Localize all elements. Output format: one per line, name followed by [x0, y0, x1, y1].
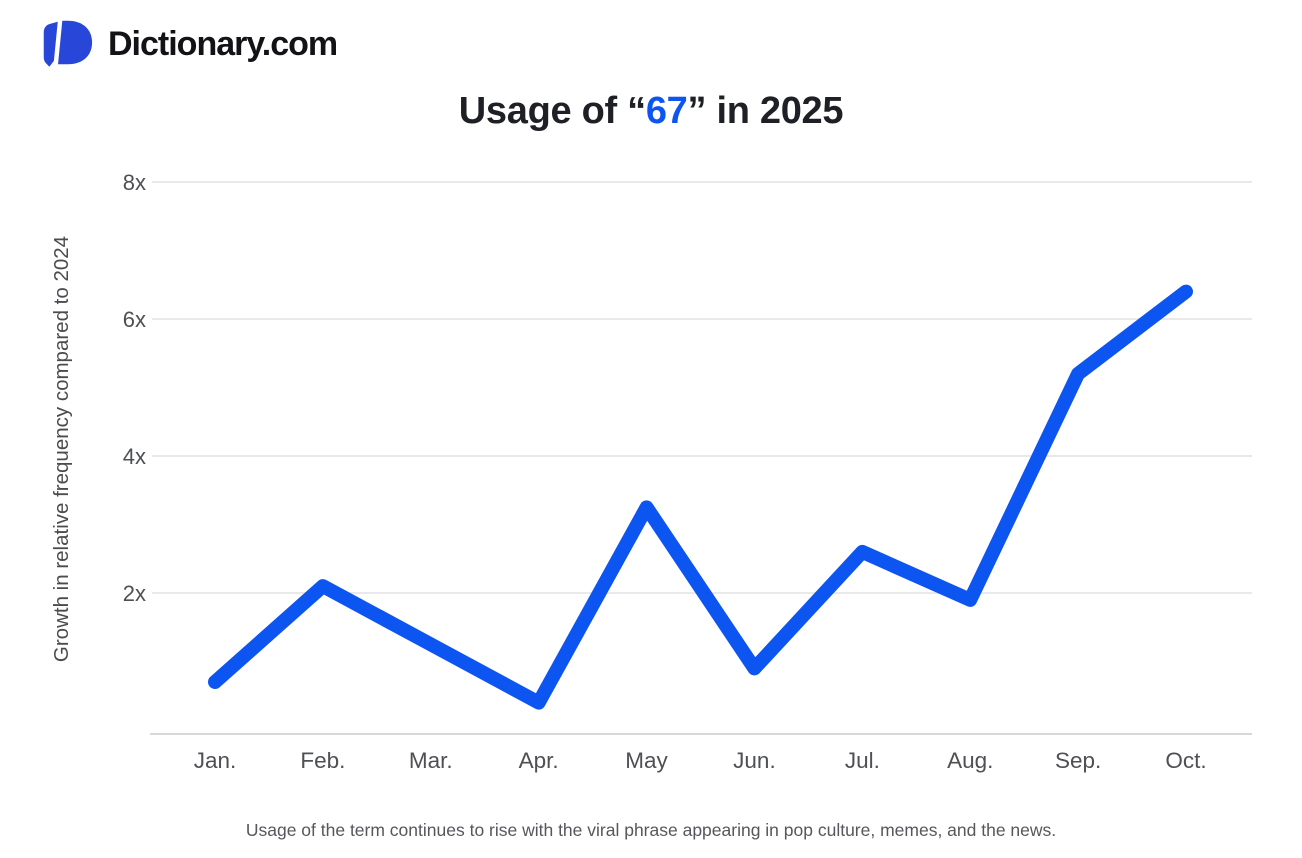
logo-wordmark: Dictionary.com: [108, 24, 338, 63]
chart-title-term: 67: [645, 90, 688, 132]
x-tick-label: Feb.: [300, 748, 345, 773]
chart-title-prefix: Usage of “: [458, 90, 646, 132]
y-tick-label: 2x: [123, 581, 146, 606]
dictionary-d-icon: [43, 20, 93, 67]
x-tick-label: Jan.: [194, 748, 237, 773]
chart-caption: Usage of the term continues to rise with…: [245, 820, 1057, 840]
chart-title: Usage of “67” in 2025: [0, 90, 1302, 133]
x-tick-label: Apr.: [519, 748, 559, 773]
x-tick-label: Sep.: [1055, 748, 1101, 773]
x-tick-label: Mar.: [409, 748, 453, 773]
x-tick-label: Jun.: [733, 748, 776, 773]
x-tick-label: Jul.: [845, 748, 880, 773]
y-tick-label: 8x: [123, 170, 146, 195]
x-tick-label: Aug.: [947, 748, 993, 773]
chart-title-suffix: ” in 2025: [687, 90, 844, 132]
x-tick-label: Oct.: [1165, 748, 1206, 773]
x-tick-label: May: [625, 748, 668, 773]
y-tick-label: 6x: [123, 307, 146, 332]
y-tick-label: 4x: [123, 444, 146, 469]
dictionary-logo: Dictionary.com: [36, 20, 338, 68]
usage-trend-line: [208, 284, 1193, 710]
